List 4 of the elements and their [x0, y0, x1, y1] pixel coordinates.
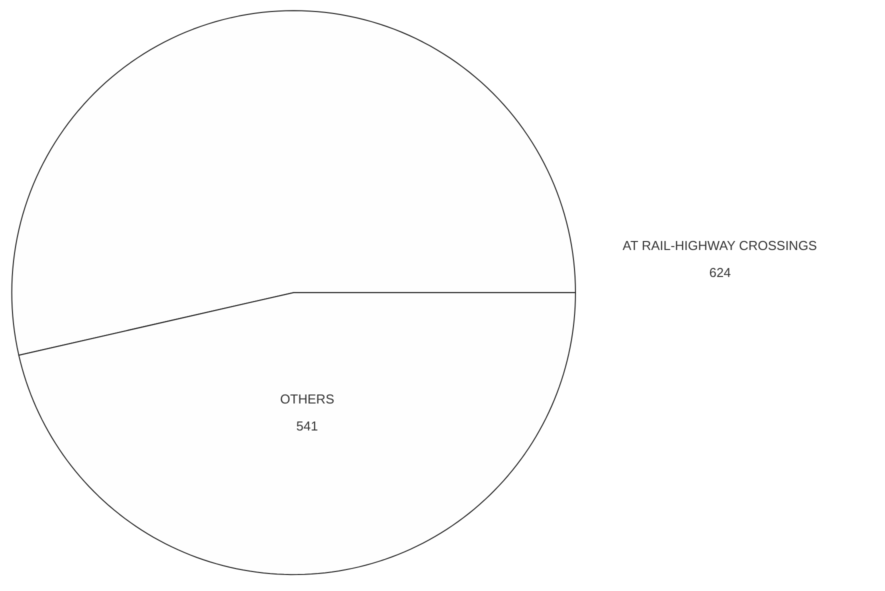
slice-label: AT RAIL-HIGHWAY CROSSINGS [622, 238, 818, 254]
slice-label: OTHERS [280, 392, 335, 407]
data-label: 624 [709, 264, 731, 280]
data-label: 541 [296, 418, 318, 434]
